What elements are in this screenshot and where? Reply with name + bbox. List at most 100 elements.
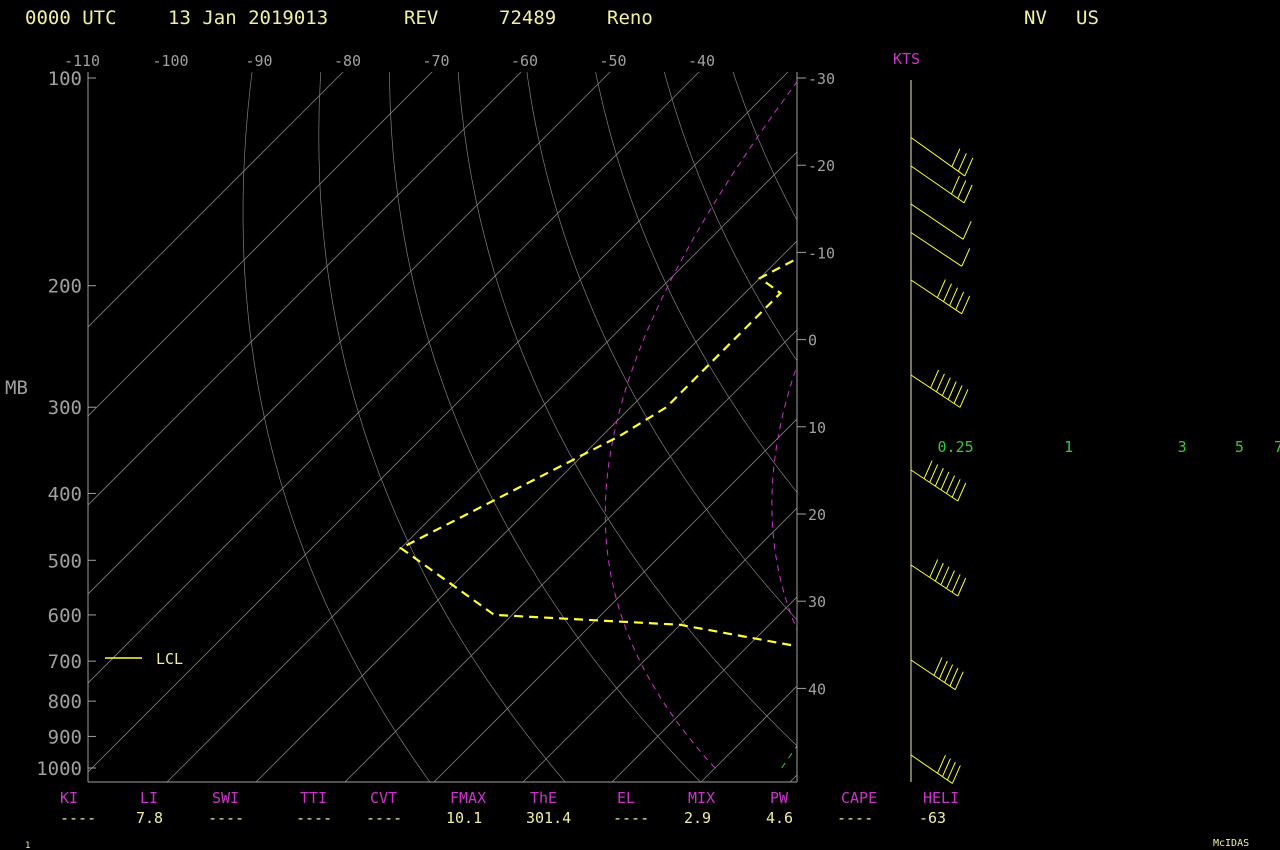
index-value: 4.6 bbox=[766, 809, 793, 827]
pressure-tick-label: 700 bbox=[48, 651, 82, 673]
isotherm-line bbox=[700, 685, 797, 782]
mixing-ratio-label: 5 bbox=[1235, 438, 1244, 456]
wind-barb-flag bbox=[961, 295, 971, 315]
dry-adiabat-line bbox=[242, 72, 431, 782]
dry-adiabat-line bbox=[1127, 46, 1280, 782]
index-label: FMAX bbox=[450, 789, 486, 807]
index-value: ---- bbox=[366, 809, 402, 827]
wind-barb-flag bbox=[929, 464, 939, 483]
pressure-tick-label: 200 bbox=[48, 276, 82, 298]
isotherm-line bbox=[953, 11, 1280, 796]
wind-barb bbox=[910, 165, 973, 204]
wind-barb-flag bbox=[936, 279, 946, 298]
isotherm-line bbox=[344, 329, 797, 782]
wind-barb-flag bbox=[951, 574, 961, 593]
index-label: CAPE bbox=[841, 789, 877, 807]
moist-adiabat-line bbox=[771, 363, 797, 632]
wind-barb-flag bbox=[941, 758, 951, 777]
sounding-profiles bbox=[398, 78, 1262, 716]
wind-barb-flag bbox=[954, 671, 964, 690]
index-value: ---- bbox=[208, 809, 244, 827]
wind-barb-flag bbox=[941, 377, 951, 396]
wind-barb-flag bbox=[949, 667, 959, 687]
pressure-unit-label: MB bbox=[5, 377, 28, 399]
temperature-tick-label: -70 bbox=[422, 52, 449, 70]
wind-barb-flag bbox=[944, 664, 954, 683]
index-label: PW bbox=[770, 789, 789, 807]
wind-barbs bbox=[910, 137, 974, 784]
dry-adiabat-line bbox=[859, 46, 1280, 782]
index-value: 7.8 bbox=[136, 809, 163, 827]
wind-barb-flag bbox=[955, 291, 965, 310]
wind-barb-flag bbox=[957, 577, 967, 597]
index-value: ---- bbox=[296, 809, 332, 827]
header-country: US bbox=[1076, 7, 1099, 29]
index-label: SWI bbox=[212, 789, 239, 807]
wind-barb-flag bbox=[935, 373, 945, 393]
moist-adiabat-line bbox=[1074, 78, 1245, 768]
wind-barb bbox=[910, 754, 961, 784]
wind-barb-flag bbox=[951, 765, 961, 784]
header-date: 13 Jan 2019013 bbox=[168, 7, 328, 29]
wind-barb bbox=[910, 232, 971, 267]
mixing-ratio-label: 1 bbox=[1064, 438, 1073, 456]
isotherm-line bbox=[611, 596, 797, 782]
temperature-tick-label: -110 bbox=[64, 52, 100, 70]
right-axis-tick-label: -10 bbox=[808, 244, 835, 262]
wind-barb-flag bbox=[937, 754, 946, 774]
wind-barb-flag bbox=[962, 221, 972, 240]
dry-adiabat-line bbox=[318, 72, 566, 782]
wind-barb-flag bbox=[957, 153, 967, 172]
wind-barb-staff bbox=[910, 754, 953, 784]
mixing-ratio-line bbox=[1147, 535, 1280, 768]
index-value: 2.9 bbox=[684, 809, 711, 827]
index-label: ThE bbox=[530, 789, 557, 807]
pressure-tick-label: 500 bbox=[48, 550, 82, 572]
wind-barb bbox=[910, 369, 969, 408]
temperature-tick-label: -60 bbox=[511, 52, 538, 70]
right-axis-tick-label: -30 bbox=[808, 70, 835, 88]
wind-barb bbox=[910, 279, 971, 315]
mixing-ratio-line bbox=[1194, 535, 1280, 768]
dry-adiabat-line bbox=[664, 72, 797, 362]
wind-barb-flag bbox=[947, 381, 957, 400]
pressure-tick-label: 300 bbox=[48, 397, 82, 419]
wind-barb bbox=[910, 203, 972, 240]
index-label: HELI bbox=[923, 789, 959, 807]
pressure-tick-label: 100 bbox=[48, 68, 82, 90]
moist-adiabat-line bbox=[1138, 78, 1280, 768]
wind-barb-flag bbox=[934, 467, 944, 487]
temperature-tick-label: -50 bbox=[599, 52, 626, 70]
isotherm-line bbox=[789, 774, 797, 782]
index-label: LI bbox=[140, 789, 158, 807]
pressure-tick-label: 800 bbox=[48, 691, 82, 713]
wind-barb-staff bbox=[910, 279, 963, 315]
mixing-ratio-label: 3 bbox=[1178, 438, 1187, 456]
isotherm-line bbox=[166, 151, 797, 782]
temperature-profile-line bbox=[1033, 78, 1262, 716]
mixing-ratio-line bbox=[1042, 535, 1186, 768]
right-axis-tick-label: 10 bbox=[808, 419, 826, 437]
wind-barb-flag bbox=[946, 475, 955, 494]
wind-barb-flag bbox=[943, 283, 952, 302]
wind-barb bbox=[910, 137, 974, 177]
wind-barb-flag bbox=[929, 559, 939, 578]
right-axis-tick-label: 20 bbox=[808, 506, 826, 524]
lcl-legend-label: LCL bbox=[156, 650, 183, 668]
isotherm-line bbox=[255, 240, 797, 782]
right-axis-tick-label: 40 bbox=[808, 680, 826, 698]
wind-barb-flag bbox=[923, 460, 933, 479]
index-label: TTI bbox=[300, 789, 327, 807]
pressure-tick-label: 1000 bbox=[36, 758, 82, 780]
temperature-tick-label: -90 bbox=[245, 52, 272, 70]
dry-adiabat-line bbox=[526, 72, 797, 621]
wind-barb-flag bbox=[940, 566, 950, 586]
wind-barb-flag bbox=[964, 157, 974, 177]
mixing-ratio-label: 7 bbox=[1274, 438, 1280, 456]
dewpoint-profile-line bbox=[398, 257, 797, 648]
wind-barb bbox=[910, 657, 964, 691]
index-label: EL bbox=[617, 789, 635, 807]
grid-lines bbox=[88, 11, 1280, 796]
